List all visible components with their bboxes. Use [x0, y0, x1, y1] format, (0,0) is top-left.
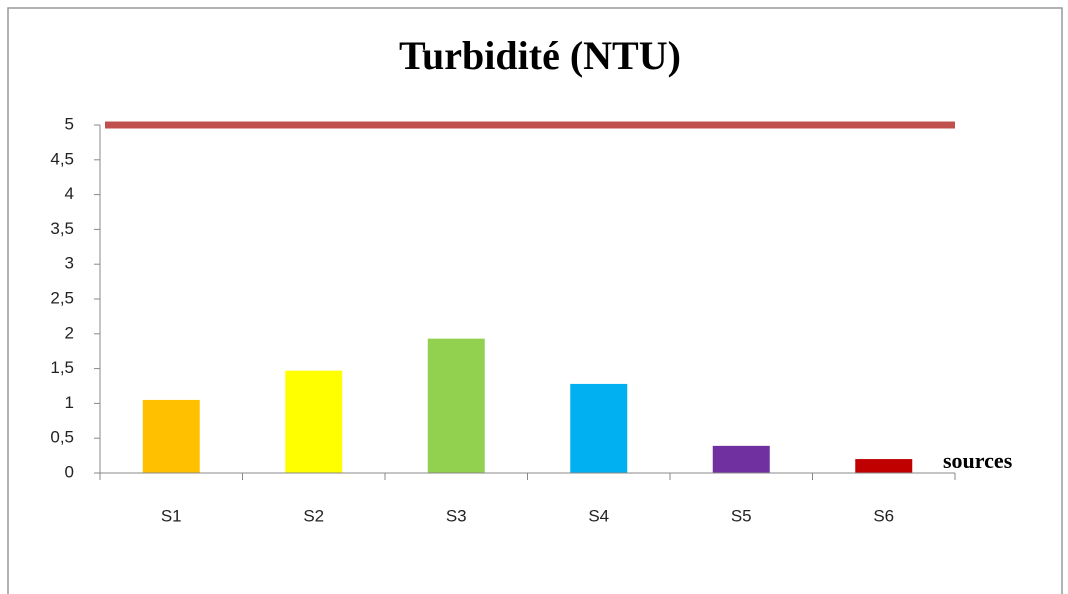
y-tick-label: 0,5	[50, 428, 74, 447]
x-tick-label: S6	[873, 506, 894, 525]
x-tick-label: S4	[588, 506, 609, 525]
x-tick-label: S1	[161, 506, 182, 525]
y-tick-label: 5	[65, 114, 74, 133]
x-tick-label: S3	[446, 506, 467, 525]
bar	[712, 445, 770, 473]
chart-frame	[7, 7, 1063, 594]
bar	[570, 383, 628, 473]
y-tick-label: 0	[65, 462, 74, 481]
x-axis-label: sources	[943, 448, 1013, 473]
y-tick-label: 1,5	[50, 358, 74, 377]
bar	[142, 399, 200, 473]
y-tick-label: 4	[65, 184, 74, 203]
y-tick-label: 3	[65, 254, 74, 273]
x-tick-label: S5	[731, 506, 752, 525]
y-tick-label: 1	[65, 393, 74, 412]
bar	[427, 338, 485, 473]
y-tick-label: 2	[65, 323, 74, 342]
x-tick-label: S2	[303, 506, 324, 525]
y-tick-label: 4,5	[50, 149, 74, 168]
bar	[855, 459, 913, 473]
chart-title: Turbidité (NTU)	[399, 33, 681, 78]
y-tick-label: 2,5	[50, 288, 74, 307]
bar	[285, 370, 343, 473]
y-tick-label: 3,5	[50, 219, 74, 238]
